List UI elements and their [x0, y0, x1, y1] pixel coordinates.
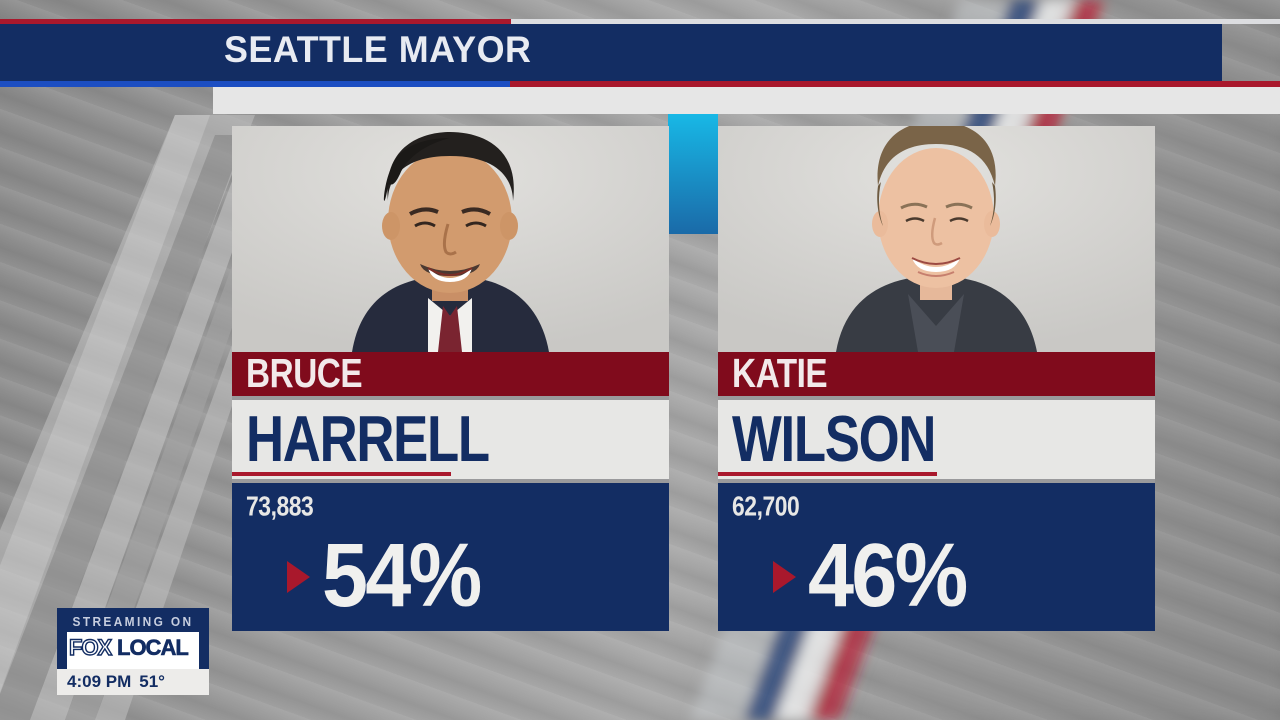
svg-text:LOCAL: LOCAL [117, 635, 188, 660]
svg-text:FOX: FOX [69, 635, 113, 660]
